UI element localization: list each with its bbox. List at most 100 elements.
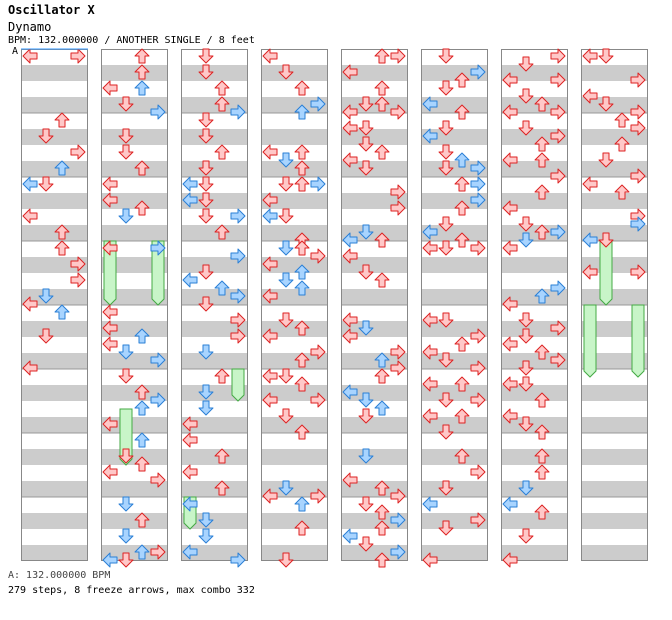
arrow-right: [550, 72, 566, 88]
arrow-left: [342, 64, 358, 80]
beat-stripe: [101, 129, 168, 145]
beat-stripe: [341, 289, 408, 305]
arrow-up: [454, 232, 470, 248]
arrow-right: [150, 544, 166, 560]
arrow-right: [470, 512, 486, 528]
beat-stripe: [341, 225, 408, 241]
arrow-up: [214, 80, 230, 96]
beat-stripe: [21, 481, 88, 497]
chart-stats: 279 steps, 8 freeze arrows, max combo 33…: [8, 585, 255, 596]
arrow-down: [118, 344, 134, 360]
arrow-left: [182, 464, 198, 480]
beat-stripe: [421, 129, 488, 145]
arrow-right: [550, 128, 566, 144]
chart-column: [501, 48, 568, 568]
arrow-left: [582, 48, 598, 64]
beat-stripe: [21, 225, 88, 241]
arrow-left: [22, 48, 38, 64]
arrow-left: [502, 376, 518, 392]
arrow-up: [454, 152, 470, 168]
arrow-up: [614, 136, 630, 152]
arrow-up: [374, 552, 390, 568]
arrow-right: [470, 176, 486, 192]
arrow-right: [470, 192, 486, 208]
chart-column: [181, 48, 248, 568]
arrow-left: [182, 496, 198, 512]
arrow-down: [38, 176, 54, 192]
beat-stripe: [181, 225, 248, 241]
chart-column: [21, 48, 88, 561]
arrow-left: [502, 240, 518, 256]
arrow-right: [150, 392, 166, 408]
beat-stripe: [101, 449, 168, 465]
beat-stripe: [581, 193, 648, 209]
arrow-left: [582, 176, 598, 192]
beat-stripe: [181, 513, 248, 529]
beat-stripe: [21, 161, 88, 177]
arrow-right: [70, 272, 86, 288]
arrow-up: [454, 448, 470, 464]
arrow-down: [198, 112, 214, 128]
arrow-left: [502, 296, 518, 312]
arrow-left: [422, 224, 438, 240]
arrow-down: [598, 96, 614, 112]
song-title: Dynamo: [8, 20, 52, 34]
beat-stripe: [261, 449, 328, 465]
arrow-up: [534, 96, 550, 112]
arrow-right: [310, 96, 326, 112]
beat-stripe: [181, 385, 248, 401]
arrow-up: [374, 368, 390, 384]
arrow-left: [102, 240, 118, 256]
arrow-right: [470, 392, 486, 408]
beat-stripe: [261, 129, 328, 145]
arrow-right: [470, 64, 486, 80]
arrow-right: [390, 104, 406, 120]
beat-stripe: [341, 449, 408, 465]
beat-stripe: [181, 481, 248, 497]
arrow-right: [390, 544, 406, 560]
arrow-up: [454, 72, 470, 88]
arrow-up: [374, 400, 390, 416]
arrow-right: [150, 240, 166, 256]
arrow-right: [550, 168, 566, 184]
chart-column: [421, 48, 488, 568]
arrow-down: [198, 512, 214, 528]
arrow-left: [22, 208, 38, 224]
arrow-up: [454, 104, 470, 120]
arrow-up: [294, 424, 310, 440]
arrow-up: [294, 264, 310, 280]
arrow-up: [294, 520, 310, 536]
arrow-up: [534, 344, 550, 360]
beat-stripe: [101, 257, 168, 273]
beat-stripe: [21, 417, 88, 433]
arrow-down: [518, 416, 534, 432]
arrow-right: [230, 552, 246, 568]
arrow-down: [358, 408, 374, 424]
arrow-left: [582, 88, 598, 104]
arrow-left: [422, 496, 438, 512]
arrow-up: [534, 424, 550, 440]
arrow-left: [342, 528, 358, 544]
arrow-down: [278, 240, 294, 256]
arrow-right: [310, 344, 326, 360]
beat-stripe: [21, 193, 88, 209]
arrow-left: [262, 368, 278, 384]
arrow-down: [358, 96, 374, 112]
arrow-right: [390, 200, 406, 216]
arrow-down: [598, 48, 614, 64]
arrow-down: [198, 296, 214, 312]
arrow-right: [550, 280, 566, 296]
arrow-down: [518, 120, 534, 136]
arrow-down: [118, 208, 134, 224]
arrow-down: [438, 160, 454, 176]
arrow-down: [438, 480, 454, 496]
arrow-right: [310, 248, 326, 264]
arrow-down: [118, 368, 134, 384]
beat-stripe: [21, 65, 88, 81]
arrow-left: [342, 232, 358, 248]
beat-stripe: [261, 417, 328, 433]
arrow-up: [134, 80, 150, 96]
arrow-right: [230, 208, 246, 224]
beat-stripe: [501, 417, 568, 433]
arrow-left: [182, 544, 198, 560]
